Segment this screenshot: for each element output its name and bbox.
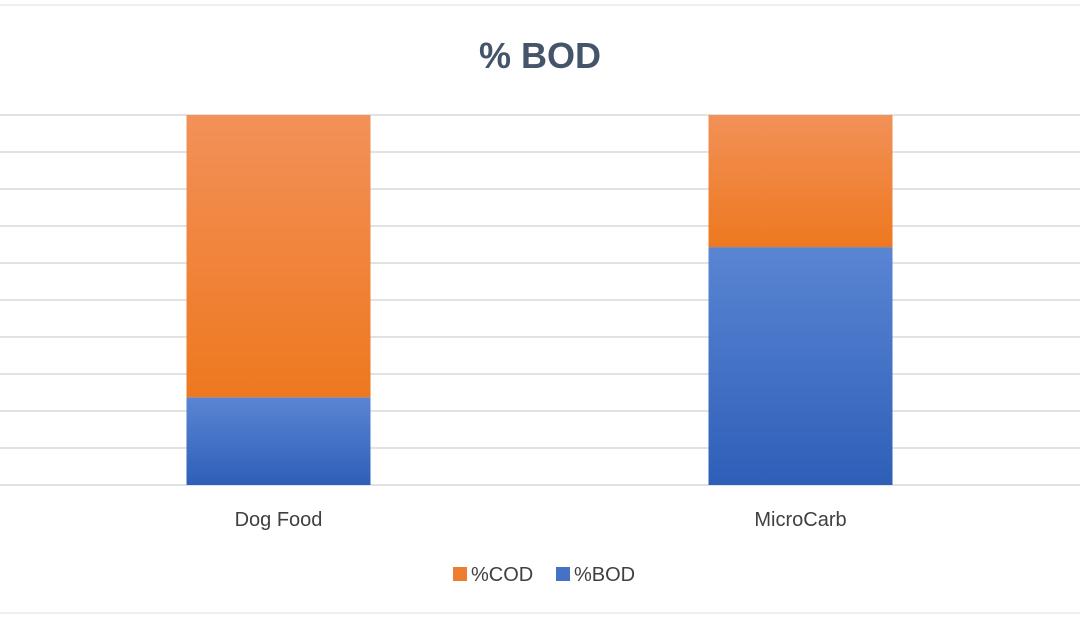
bar-bod-microcarb xyxy=(708,247,893,485)
bar-cod-dog-food xyxy=(186,115,371,398)
bars xyxy=(186,115,893,485)
bar-bod-dog-food xyxy=(186,397,371,485)
category-label: MicroCarb xyxy=(754,509,846,531)
legend-label-bod: %BOD xyxy=(574,564,635,586)
chart-title: % BOD xyxy=(479,35,601,76)
category-labels: Dog Food MicroCarb xyxy=(235,509,847,531)
gridlines xyxy=(0,114,1080,486)
legend: %COD %BOD xyxy=(453,564,635,586)
legend-label-cod: %COD xyxy=(471,564,533,586)
bar-cod-microcarb xyxy=(708,115,893,248)
category-label: Dog Food xyxy=(235,509,323,531)
legend-swatch-cod xyxy=(453,567,467,581)
legend-swatch-bod xyxy=(556,567,570,581)
